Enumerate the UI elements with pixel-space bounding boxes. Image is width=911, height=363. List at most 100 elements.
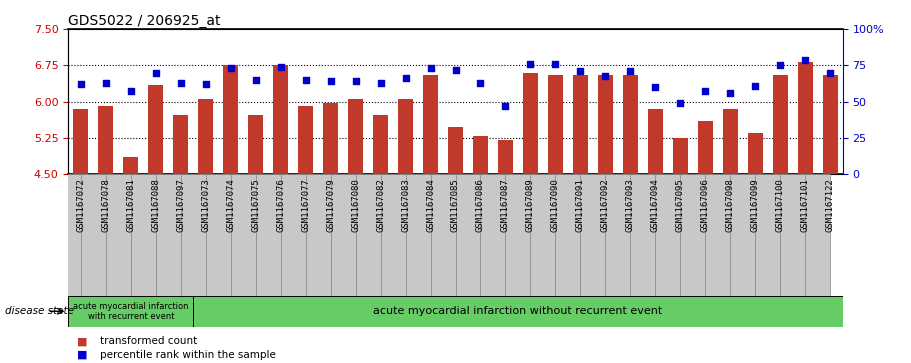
Bar: [156, 174, 180, 296]
Point: [523, 61, 537, 67]
Bar: [456, 174, 480, 296]
Bar: [331, 174, 355, 296]
Bar: [498, 140, 513, 174]
Bar: [248, 115, 263, 174]
Bar: [448, 127, 463, 174]
Bar: [68, 296, 193, 327]
Text: acute myocardial infarction without recurrent event: acute myocardial infarction without recu…: [374, 306, 662, 316]
Bar: [823, 75, 838, 174]
Text: GSM1167087: GSM1167087: [501, 178, 510, 232]
Bar: [798, 62, 813, 174]
Bar: [722, 109, 738, 174]
Bar: [480, 174, 506, 296]
Bar: [681, 174, 705, 296]
Bar: [230, 174, 256, 296]
Bar: [573, 75, 588, 174]
Point: [298, 77, 312, 83]
Bar: [655, 174, 681, 296]
Bar: [530, 174, 556, 296]
Point: [599, 73, 613, 78]
Point: [798, 57, 813, 62]
Bar: [180, 174, 206, 296]
Bar: [73, 109, 88, 174]
Point: [748, 83, 763, 89]
Bar: [473, 135, 488, 174]
Point: [698, 89, 712, 94]
Bar: [523, 73, 537, 174]
Text: transformed count: transformed count: [100, 336, 198, 346]
Point: [498, 103, 513, 109]
Text: GSM1167092: GSM1167092: [601, 178, 609, 232]
Point: [723, 90, 738, 96]
Bar: [223, 65, 238, 174]
Bar: [580, 174, 606, 296]
Bar: [298, 106, 313, 174]
Text: GSM1167082: GSM1167082: [376, 178, 385, 232]
Point: [98, 80, 113, 86]
Text: GSM1167079: GSM1167079: [326, 178, 335, 232]
Bar: [348, 99, 363, 174]
Bar: [81, 174, 106, 296]
Bar: [398, 99, 413, 174]
Bar: [206, 174, 230, 296]
Bar: [123, 157, 138, 174]
Text: percentile rank within the sample: percentile rank within the sample: [100, 350, 276, 360]
Bar: [323, 103, 338, 174]
Text: GSM1167086: GSM1167086: [476, 178, 485, 232]
Text: GSM1167088: GSM1167088: [151, 178, 160, 232]
Text: ■: ■: [77, 350, 88, 360]
Bar: [556, 174, 580, 296]
Bar: [773, 75, 788, 174]
Bar: [506, 174, 530, 296]
Text: GSM1167100: GSM1167100: [776, 178, 784, 232]
Bar: [431, 174, 456, 296]
Point: [249, 77, 263, 83]
Point: [148, 70, 163, 76]
Text: GSM1167090: GSM1167090: [551, 178, 560, 232]
Text: GSM1167073: GSM1167073: [201, 178, 210, 232]
Bar: [381, 174, 405, 296]
Point: [424, 65, 438, 71]
Text: GSM1167072: GSM1167072: [77, 178, 86, 232]
Text: GSM1167089: GSM1167089: [526, 178, 535, 232]
Text: GSM1167078: GSM1167078: [101, 178, 110, 232]
Bar: [173, 115, 189, 174]
Point: [223, 65, 238, 71]
Bar: [423, 75, 438, 174]
Bar: [731, 174, 755, 296]
Text: GSM1167099: GSM1167099: [751, 178, 760, 232]
Point: [573, 68, 588, 74]
Text: GSM1167091: GSM1167091: [576, 178, 585, 232]
Bar: [648, 109, 663, 174]
Point: [773, 62, 787, 68]
Text: ■: ■: [77, 336, 88, 346]
Text: GDS5022 / 206925_at: GDS5022 / 206925_at: [68, 14, 220, 28]
Point: [374, 80, 388, 86]
Point: [473, 80, 487, 86]
Point: [398, 76, 413, 81]
Text: disease state: disease state: [5, 306, 74, 316]
Bar: [623, 75, 638, 174]
Bar: [131, 174, 156, 296]
Text: GSM1167095: GSM1167095: [676, 178, 685, 232]
Bar: [199, 99, 213, 174]
Point: [348, 78, 363, 84]
Text: GSM1167083: GSM1167083: [401, 178, 410, 232]
Point: [548, 61, 563, 67]
Point: [648, 84, 662, 90]
Bar: [256, 174, 281, 296]
Text: GSM1167097: GSM1167097: [176, 178, 185, 232]
Text: GSM1167076: GSM1167076: [276, 178, 285, 232]
Text: acute myocardial infarction
with recurrent event: acute myocardial infarction with recurre…: [73, 302, 189, 321]
Bar: [673, 138, 688, 174]
Point: [124, 89, 138, 94]
Text: GSM1167122: GSM1167122: [825, 178, 834, 232]
Bar: [705, 174, 731, 296]
Text: GSM1167081: GSM1167081: [127, 178, 135, 232]
Text: GSM1167080: GSM1167080: [351, 178, 360, 232]
Bar: [98, 106, 113, 174]
Point: [74, 81, 88, 87]
Point: [623, 68, 638, 74]
Text: GSM1167075: GSM1167075: [251, 178, 261, 232]
Bar: [148, 85, 163, 174]
